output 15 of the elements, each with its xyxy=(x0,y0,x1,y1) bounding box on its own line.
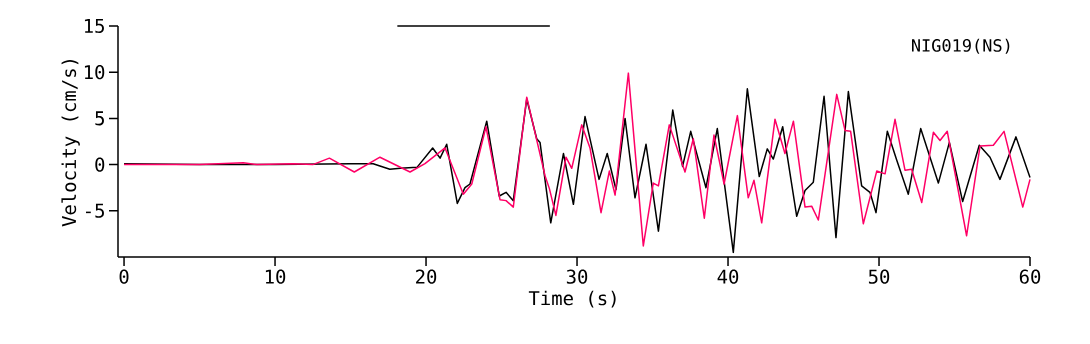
x-tick-label: 0 xyxy=(119,269,129,284)
x-tick-label: 20 xyxy=(416,269,437,284)
y-tick-label: 0 xyxy=(95,157,105,172)
y-tick-label: 10 xyxy=(84,65,105,80)
x-tick-label: 40 xyxy=(717,269,739,284)
y-tick-label: -5 xyxy=(85,203,104,218)
x-axis-title: Time (s) xyxy=(528,290,616,308)
x-tick-label: 30 xyxy=(566,269,588,284)
x-tick-label: 50 xyxy=(868,269,890,284)
y-axis-title: Velocity (cm/s) xyxy=(61,59,80,227)
y-tick-label: 15 xyxy=(84,18,104,34)
x-tick-label: 60 xyxy=(1019,269,1041,284)
annotation: NIG019(NS) xyxy=(912,38,1010,54)
y-tick-label: 5 xyxy=(95,111,104,126)
x-tick-label: 10 xyxy=(265,269,286,284)
